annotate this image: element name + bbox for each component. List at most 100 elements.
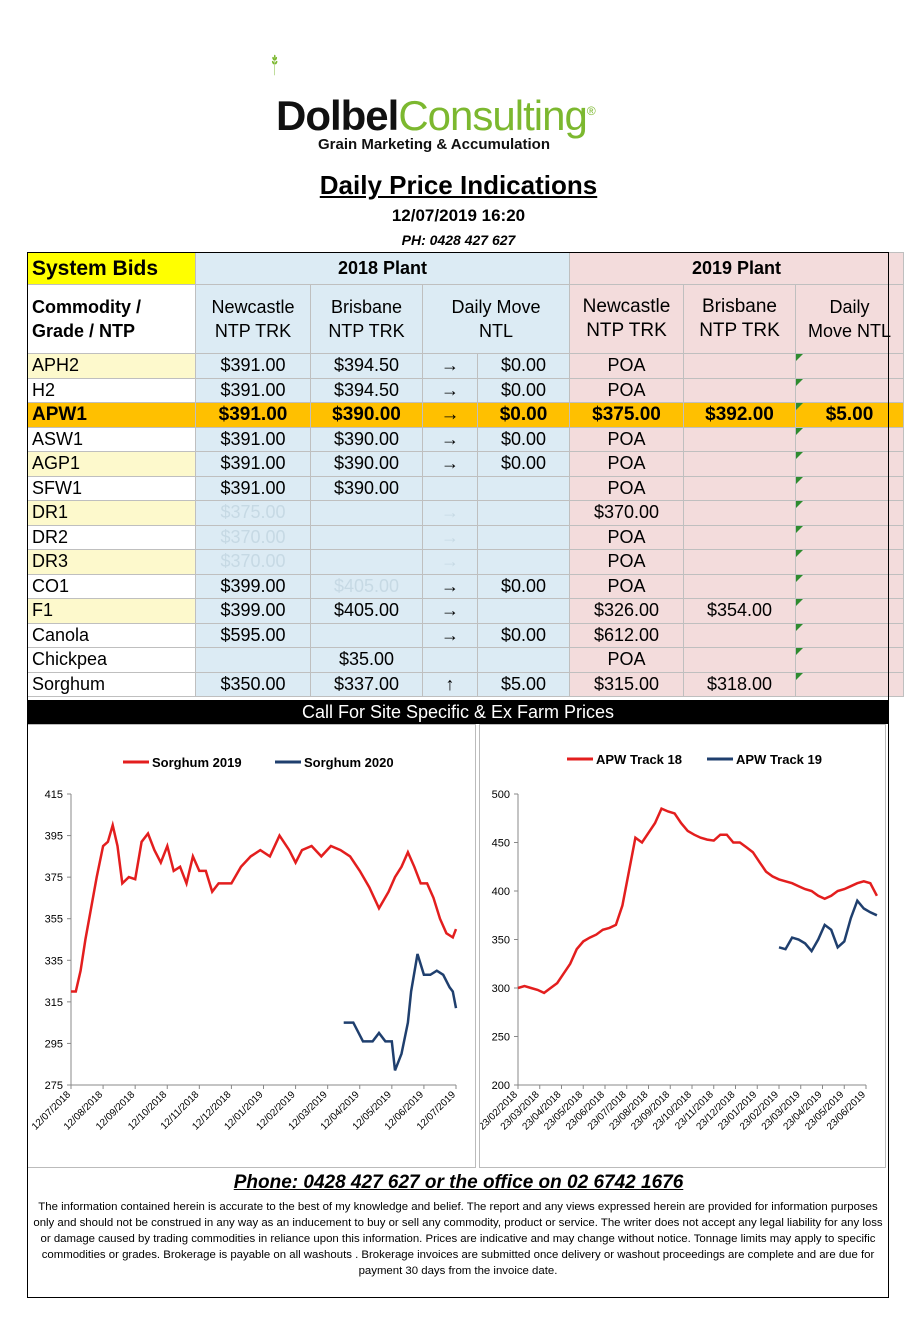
move-2018-value: $0.00: [477, 622, 570, 648]
move-arrow: →: [422, 622, 478, 648]
brand-tagline: Grain Marketing & Accumulation: [318, 136, 550, 153]
hdr-line: NTP TRK: [586, 320, 667, 341]
series-line: [71, 820, 458, 993]
col-newcastle-19-header: Newcastle NTP TRK: [569, 284, 684, 354]
commodity-name: DR2: [27, 524, 196, 550]
commodity-name: Chickpea: [27, 647, 196, 673]
brisbane-2018-price: $390.00: [310, 451, 423, 477]
brisbane-2019-price: [683, 573, 796, 599]
y-tick-label: 295: [45, 1038, 63, 1050]
brisbane-2019-price: $392.00: [683, 402, 796, 428]
brisbane-2019-price: [683, 647, 796, 673]
commodity-name: APH2: [27, 353, 196, 379]
col-commodity-line2: Grade / NTP: [32, 321, 136, 341]
call-banner: Call For Site Specific & Ex Farm Prices: [27, 700, 889, 724]
newcastle-2019-price: POA: [569, 377, 684, 403]
system-bids-label: System Bids: [27, 252, 196, 285]
hdr-line: Daily: [829, 297, 870, 317]
newcastle-2019-price: $612.00: [569, 622, 684, 648]
newcastle-2018-price: $370.00: [195, 524, 311, 550]
y-tick-label: 200: [492, 1080, 510, 1092]
newcastle-2019-price: $375.00: [569, 402, 684, 428]
move-arrow: →: [422, 598, 478, 624]
commodity-name: AGP1: [27, 451, 196, 477]
newcastle-2018-price: $391.00: [195, 475, 311, 501]
footer-phone: Phone: 0428 427 627 or the office on 02 …: [233, 1172, 684, 1193]
brisbane-2018-price: [310, 549, 423, 575]
move-2019-value: [795, 549, 904, 575]
brisbane-2019-price: $318.00: [683, 671, 796, 697]
brisbane-2018-price: $390.00: [310, 402, 423, 428]
header-phone: PH: 0428 427 627: [401, 232, 516, 248]
table-row: SFW1 $391.00 $390.00 POA: [27, 475, 904, 501]
wheat-logo-icon: [271, 54, 278, 76]
newcastle-2018-price: $391.00: [195, 451, 311, 477]
brisbane-2018-price: $394.50: [310, 353, 423, 379]
move-2018-value: $0.00: [477, 451, 570, 477]
move-2019-value: [795, 622, 904, 648]
move-2019-value: [795, 598, 904, 624]
newcastle-2018-price: [195, 647, 311, 673]
move-arrow: →: [422, 426, 478, 452]
move-2018-value: $5.00: [477, 671, 570, 697]
commodity-name: ASW1: [27, 426, 196, 452]
newcastle-2019-price: $326.00: [569, 598, 684, 624]
col-move-18-header: Daily Move NTL: [422, 284, 570, 354]
y-tick-label: 275: [45, 1080, 63, 1092]
brisbane-2018-price: $405.00: [310, 573, 423, 599]
commodity-name: F1: [27, 598, 196, 624]
newcastle-2018-price: $399.00: [195, 598, 311, 624]
table-row: DR3 $370.00 → POA: [27, 549, 904, 575]
hdr-line: NTP TRK: [328, 321, 405, 341]
plant-2018-header: 2018 Plant: [195, 252, 570, 285]
y-tick-label: 500: [492, 789, 510, 801]
move-2019-value: [795, 671, 904, 697]
move-2019-value: $5.00: [795, 402, 904, 428]
newcastle-2018-price: $391.00: [195, 402, 311, 428]
brand-part1: Dolbel: [276, 92, 399, 139]
col-commodity-header: Commodity / Grade / NTP: [27, 284, 196, 354]
report-datetime: 12/07/2019 16:20: [391, 206, 526, 225]
move-arrow: →: [422, 524, 478, 550]
newcastle-2019-price: POA: [569, 353, 684, 379]
legend-label: APW Track 18: [596, 752, 682, 767]
sorghum-chart: 275 295 315 335 355 375 395 415 12/07/2018 12/08/…: [27, 724, 476, 1168]
registered-mark: ®: [586, 104, 596, 118]
move-arrow: →: [422, 377, 478, 403]
newcastle-2019-price: $370.00: [569, 500, 684, 526]
newcastle-2019-price: POA: [569, 451, 684, 477]
price-table: System Bids 2018 Plant 2019 Plant Commod…: [27, 252, 904, 697]
newcastle-2019-price: POA: [569, 647, 684, 673]
move-arrow: [422, 475, 478, 501]
y-tick-label: 315: [45, 997, 63, 1009]
table-row: Canola $595.00 → $0.00 $612.00: [27, 622, 904, 648]
brisbane-2019-price: [683, 451, 796, 477]
apw-chart-svg: 20025030035040045050023/02/201823/03/201…: [477, 752, 879, 1133]
col-move-19-header: Daily Move NTL: [795, 284, 904, 354]
plant-2019-header: 2019 Plant: [569, 252, 904, 285]
brisbane-2019-price: [683, 426, 796, 452]
move-arrow: [422, 647, 478, 673]
commodity-name: H2: [27, 377, 196, 403]
hdr-line: NTP TRK: [214, 321, 292, 341]
move-arrow: →: [422, 402, 478, 428]
legend-label: APW Track 19: [736, 752, 822, 767]
newcastle-2019-price: POA: [569, 524, 684, 550]
table-row: Sorghum $350.00 $337.00 ↑ $5.00 $315.00 $318.0…: [27, 671, 904, 697]
brisbane-2019-price: [683, 524, 796, 550]
table-row: AGP1 $391.00 $390.00 → $0.00 POA: [27, 451, 904, 477]
move-2019-value: [795, 500, 904, 526]
y-tick-label: 375: [45, 872, 63, 884]
move-arrow: ↑: [422, 671, 478, 697]
newcastle-2018-price: $350.00: [195, 671, 311, 697]
move-2019-value: [795, 573, 904, 599]
hdr-line: Newcastle: [211, 297, 295, 317]
col-commodity-line1: Commodity /: [32, 297, 142, 317]
y-tick-label: 355: [45, 914, 63, 926]
brand-name: DolbelConsulting®: [276, 92, 596, 140]
commodity-name: DR1: [27, 500, 196, 526]
move-arrow: →: [422, 451, 478, 477]
newcastle-2019-price: POA: [569, 426, 684, 452]
commodity-name: Canola: [27, 622, 196, 648]
brand-part2: Consulting: [398, 92, 587, 139]
